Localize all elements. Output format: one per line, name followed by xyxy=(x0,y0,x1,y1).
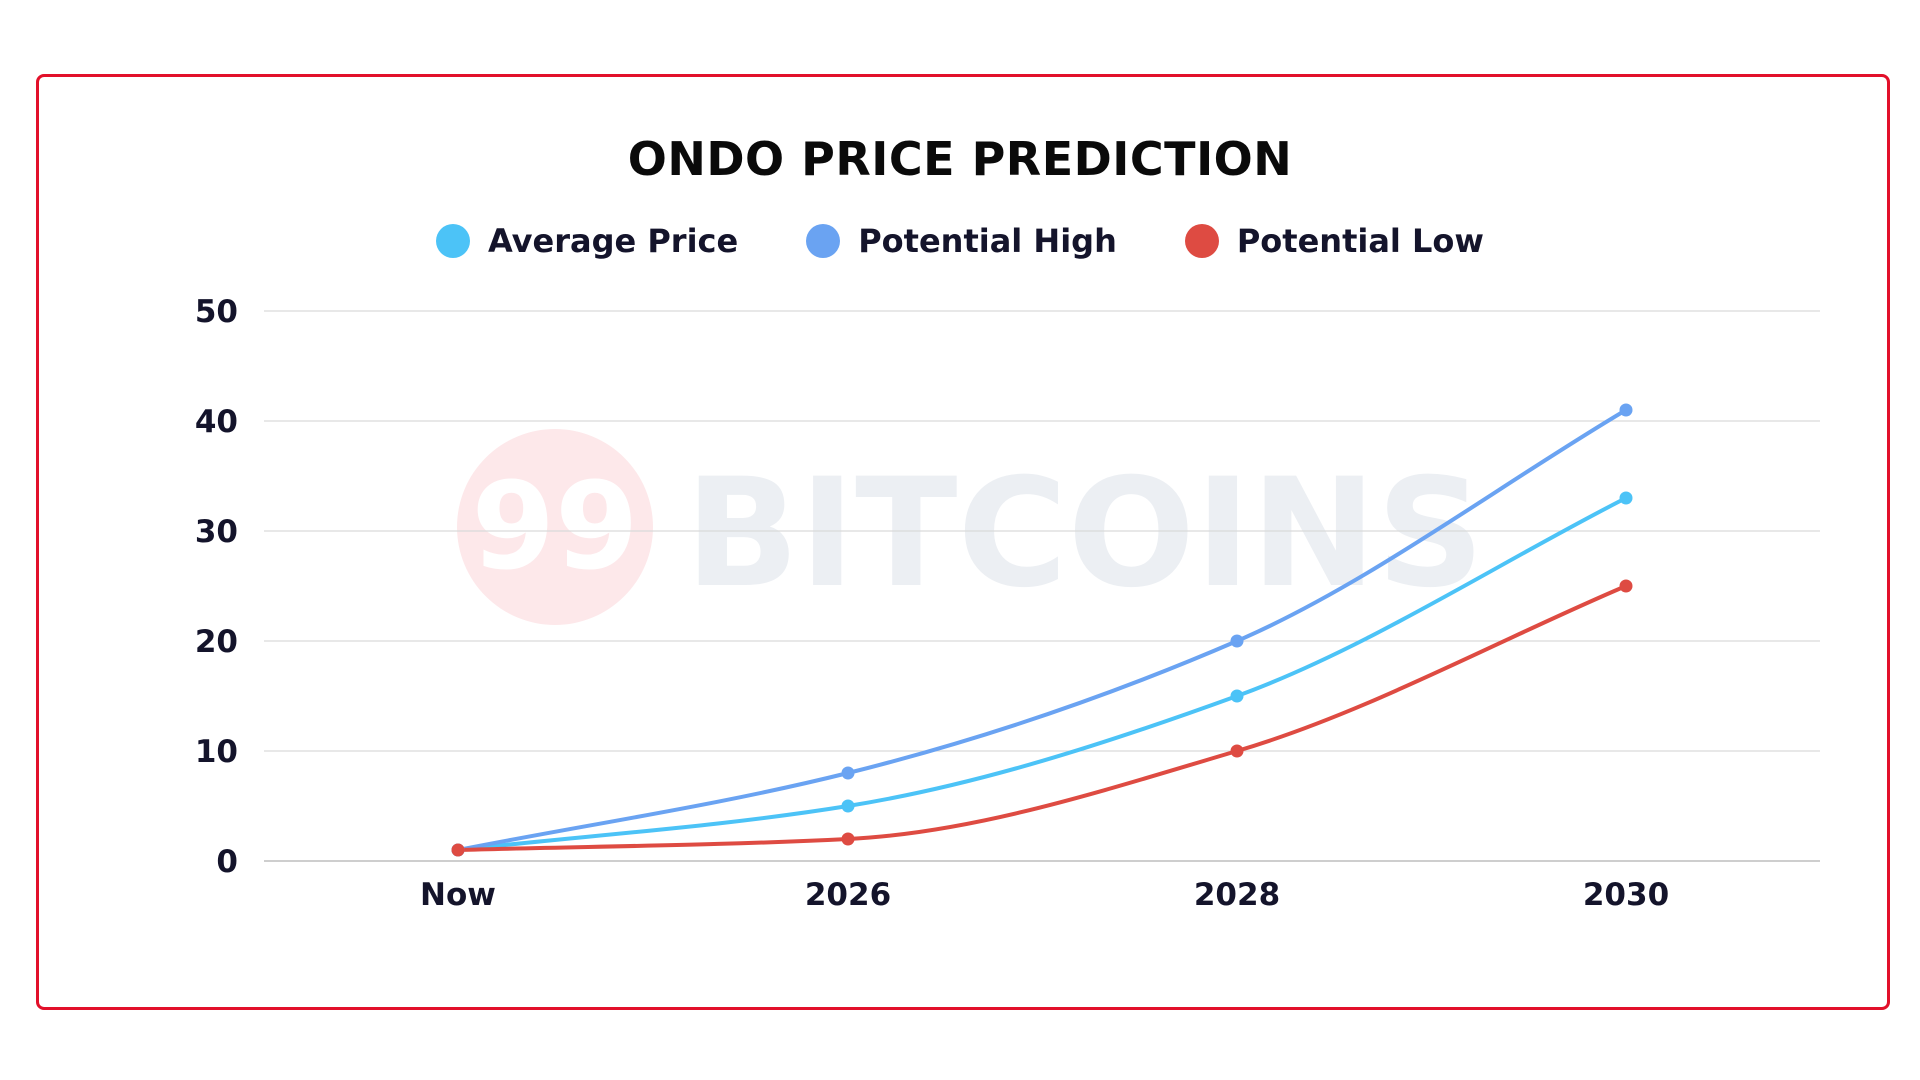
y-tick-label: 10 xyxy=(195,734,238,770)
legend-label-low: Potential Low xyxy=(1236,222,1484,260)
y-tick-label: 20 xyxy=(195,624,238,660)
legend-item-low: Potential Low xyxy=(1184,222,1484,260)
data-point-low xyxy=(1619,579,1633,593)
data-point-high xyxy=(1230,634,1244,648)
watermark-logo-icon xyxy=(457,429,653,625)
legend-item-average: Average Price xyxy=(436,222,738,260)
legend-dot-average xyxy=(436,224,471,258)
series-line-low xyxy=(456,584,1628,852)
legend: Average Price Potential High Potential L… xyxy=(0,222,1920,260)
legend-item-high: Potential High xyxy=(806,222,1117,260)
legend-label-average: Average Price xyxy=(488,222,739,260)
data-point-low xyxy=(841,832,855,846)
watermark: 99 BITCOINS xyxy=(457,429,1484,625)
y-tick-label: 40 xyxy=(195,404,238,440)
chart-title: ONDO PRICE PREDICTION xyxy=(627,132,1293,186)
data-point-average xyxy=(841,799,855,813)
x-axis: Now 2026 2028 2030 xyxy=(420,877,1669,913)
grid xyxy=(264,310,1820,862)
x-tick-label: 2028 xyxy=(1194,877,1280,913)
series-line-high xyxy=(456,408,1628,852)
series-points xyxy=(451,403,1633,857)
x-tick-label: Now xyxy=(420,877,496,913)
data-point-low xyxy=(1230,744,1244,758)
data-point-low xyxy=(451,843,465,857)
series-lines xyxy=(456,408,1628,852)
watermark-text: BITCOINS xyxy=(685,447,1484,621)
data-point-high xyxy=(1619,403,1633,417)
data-point-average xyxy=(1619,491,1633,505)
x-tick-label: 2026 xyxy=(805,877,891,913)
y-axis: 0 10 20 30 40 50 xyxy=(195,294,238,880)
data-point-average xyxy=(1230,689,1244,703)
series-line-average xyxy=(456,496,1628,852)
chart-frame xyxy=(36,74,1890,1010)
x-tick-label: 2030 xyxy=(1583,877,1669,913)
data-point-high xyxy=(841,766,855,780)
y-tick-label: 30 xyxy=(195,514,238,550)
y-tick-label: 0 xyxy=(216,844,238,880)
y-tick-label: 50 xyxy=(195,294,238,330)
legend-dot-high xyxy=(806,224,841,258)
watermark-number: 99 xyxy=(472,458,639,597)
legend-label-high: Potential High xyxy=(858,222,1117,260)
legend-dot-low xyxy=(1184,224,1219,258)
